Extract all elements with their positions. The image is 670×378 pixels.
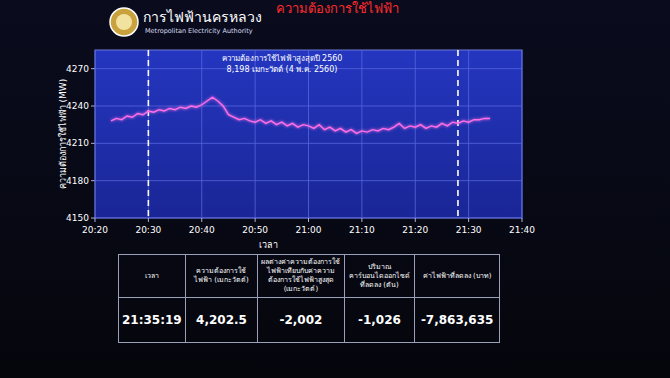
subtitle: Metropolitan Electricity Authority [145, 27, 253, 35]
tick-label: 4150 [66, 213, 89, 223]
tick-label: 20:20 [82, 225, 108, 235]
annotation: 8,198 เมกะวัตต์ (4 พ.ค. 2560) [227, 64, 338, 74]
tick [91, 143, 95, 144]
cell: 21:35:19 [119, 298, 186, 343]
marker-line [148, 50, 150, 218]
tick-label: 21:20 [402, 225, 428, 235]
grid-line [201, 50, 202, 218]
tick [91, 68, 95, 69]
tick [415, 218, 416, 222]
tick-label: 20:50 [242, 225, 268, 235]
grid-line [522, 50, 523, 218]
column-head: ปริมาณคาร์บอนไดออกไซด์ที่ลดลง (ตัน) [344, 255, 415, 298]
tick-label: 4180 [66, 176, 89, 186]
title: การไฟฟ้านครหลวง [143, 9, 262, 25]
tick-label: 20:30 [135, 225, 161, 235]
annotation: ความต้องการใช้ไฟฟ้าสูงสุดปี 2560 [222, 54, 343, 64]
tick [148, 218, 149, 222]
column-head: ความต้องการใช้ไฟฟ้า (เมกะวัตต์) [185, 255, 258, 298]
logo [110, 8, 138, 36]
column-head: ค่าไฟฟ้าที่ลดลง (บาท) [415, 255, 500, 298]
tick-label: 21:40 [509, 225, 535, 235]
tick [468, 218, 469, 222]
column-head: เวลา [119, 255, 186, 298]
chart: การไฟฟ้านครหลวง Metropolitan Electricity … [0, 0, 670, 254]
tick-label: 20:40 [189, 225, 215, 235]
tick [522, 218, 523, 222]
tick [91, 106, 95, 107]
marker-line [457, 50, 459, 218]
grid-line [468, 50, 469, 218]
grid-line [148, 50, 149, 218]
tick [95, 218, 96, 222]
y-axis-title: ความต้องการใช้ไฟฟ้า (MW) [58, 79, 68, 190]
demand-line [111, 97, 490, 133]
screen: การไฟฟ้านครหลวง Metropolitan Electricity … [0, 0, 670, 378]
summary-table: เวลาความต้องการใช้ไฟฟ้า (เมกะวัตต์)ผลต่า… [118, 254, 500, 343]
tick [91, 180, 95, 181]
x-axis-title: เวลา [259, 240, 278, 250]
banner: ความต้องการใช้ไฟฟ้า [276, 1, 399, 16]
tick-label: 4210 [66, 138, 89, 148]
logo-inner [116, 14, 132, 30]
grid-line [255, 50, 256, 218]
cell: 4,202.5 [185, 298, 258, 343]
column-head: ผลต่างค่าความต้องการใช้ไฟฟ้าเทียบกับค่าค… [258, 255, 344, 298]
tick [255, 218, 256, 222]
tick [308, 218, 309, 222]
plot-area [95, 50, 522, 218]
grid-line [415, 50, 416, 218]
tick-label: 4270 [66, 64, 89, 74]
tick-label: 21:30 [456, 225, 482, 235]
tick [91, 218, 95, 219]
tick-label: 4240 [66, 101, 89, 111]
cell: -1,026 [344, 298, 415, 343]
tick-label: 21:10 [349, 225, 375, 235]
grid-line [308, 50, 309, 218]
tick [361, 218, 362, 222]
cell: -2,002 [258, 298, 344, 343]
cell: -7,863,635 [415, 298, 500, 343]
tick [201, 218, 202, 222]
grid-line [95, 50, 96, 218]
tick-label: 21:00 [296, 225, 322, 235]
grid-line [361, 50, 362, 218]
data-group [111, 50, 490, 218]
